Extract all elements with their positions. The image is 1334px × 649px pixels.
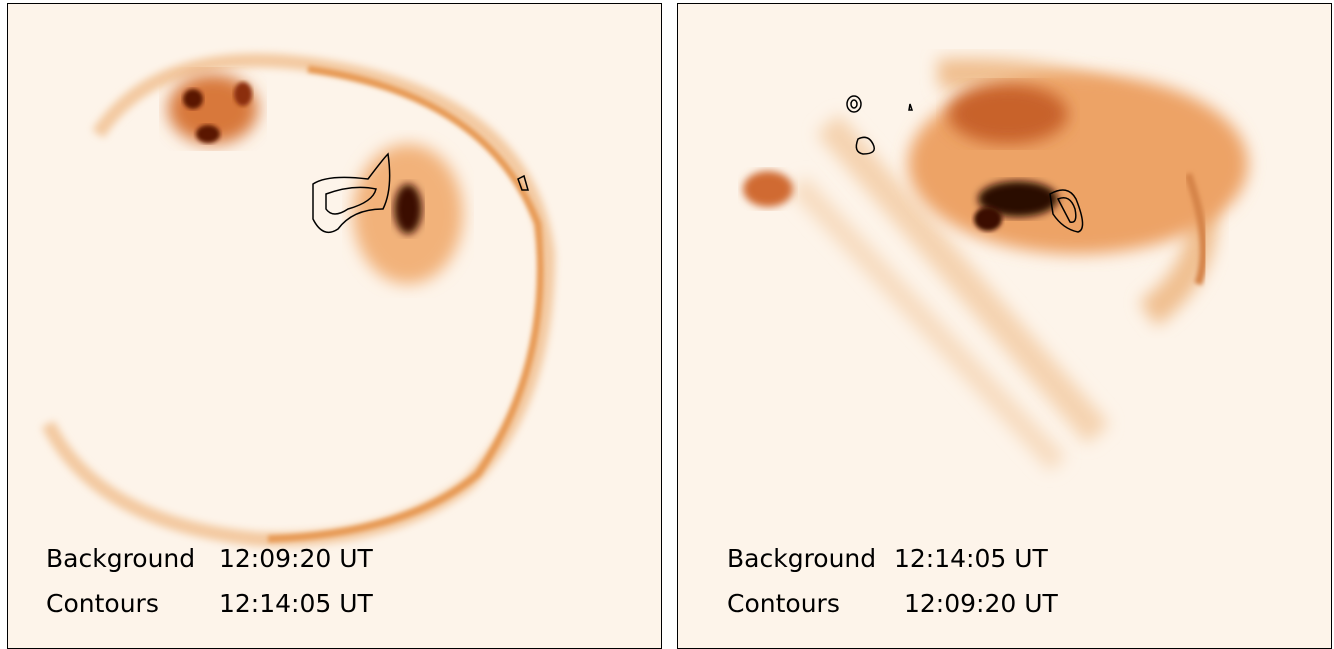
label: Background bbox=[46, 544, 195, 573]
time: 12:09:20 UT bbox=[219, 544, 374, 573]
label: Contours bbox=[727, 589, 840, 618]
solar-image-right: Background 12:14:05 UT Contours 12:09:20… bbox=[677, 3, 1332, 649]
contours bbox=[312, 152, 529, 234]
time: 12:14:05 UT bbox=[219, 589, 374, 618]
emission bbox=[41, 53, 556, 547]
time: 12:14:05 UT bbox=[894, 544, 1049, 573]
contours bbox=[846, 95, 1084, 233]
label: Contours bbox=[46, 589, 159, 618]
solar-image-left: Background 12:09:20 UT Contours 12:14:05… bbox=[7, 3, 662, 649]
time: 12:09:20 UT bbox=[904, 589, 1059, 618]
label: Background bbox=[727, 544, 876, 573]
emission bbox=[743, 58, 1248, 472]
